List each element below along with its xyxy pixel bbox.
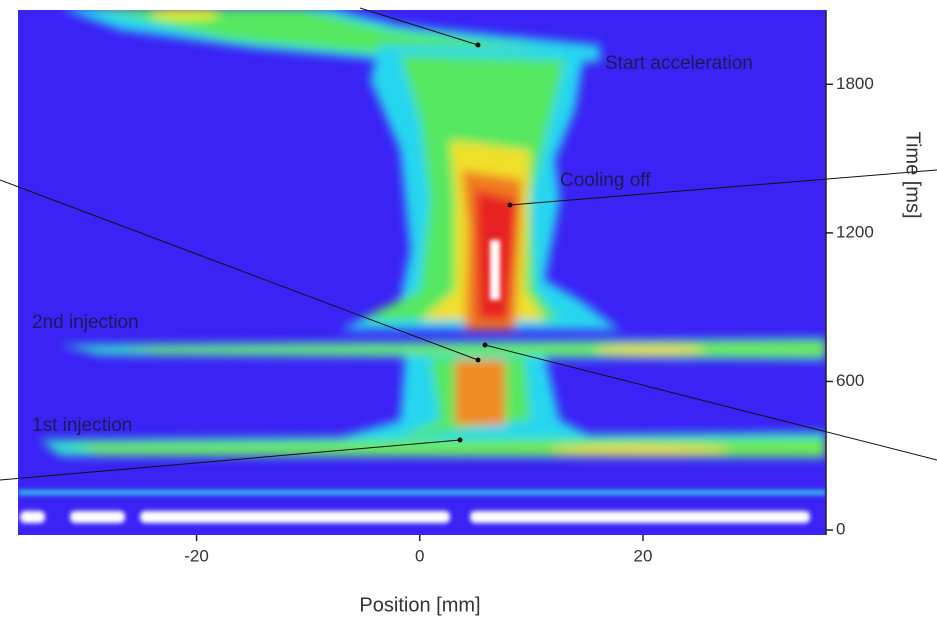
annotation: Cooling off: [560, 170, 651, 191]
pointer-dot: [482, 342, 488, 348]
pointer-line: [484, 344, 937, 461]
x-tick-label: -20: [184, 546, 209, 565]
pointer-line: [509, 169, 937, 206]
annotation: Start acceleration: [605, 53, 753, 74]
pointer-dot: [475, 357, 481, 363]
y-tick-label: 1800: [836, 74, 874, 93]
pointer-line: [0, 179, 479, 361]
pointer-dot: [457, 437, 463, 443]
y-axis-label: Time [ms]: [902, 131, 924, 218]
y-tick-label: 0: [836, 520, 845, 539]
pointer-line: [359, 7, 479, 46]
x-tick-label: 0: [415, 546, 424, 565]
x-axis-label: Position [mm]: [359, 594, 480, 616]
pointer-line: [0, 439, 461, 481]
annotation: 1st injection: [32, 415, 132, 436]
heatmap: [18, 10, 826, 535]
annotation-lines: [0, 7, 937, 481]
y-tick-label: 1200: [836, 222, 874, 241]
y-tick-label: 600: [836, 371, 864, 390]
annotation-points: [457, 42, 513, 443]
intensity-core: [18, 240, 826, 523]
pointer-dot: [507, 202, 513, 208]
pointer-dot: [475, 42, 481, 48]
x-tick-label: 20: [634, 546, 653, 565]
annotation: 2nd injection: [32, 312, 139, 333]
